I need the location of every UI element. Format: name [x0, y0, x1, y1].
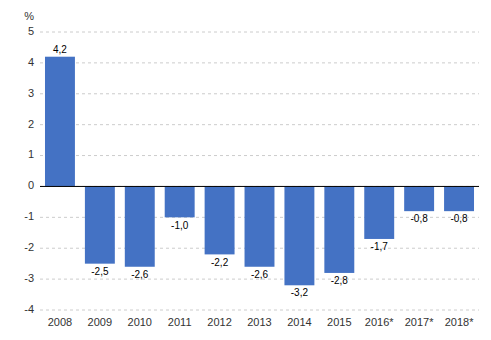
x-tick-label: 2013: [247, 316, 271, 328]
x-tick-label: 2012: [207, 316, 231, 328]
grid-line: [40, 310, 479, 311]
grid-line: [40, 93, 479, 94]
grid-line: [40, 186, 479, 187]
y-axis-label: %: [24, 10, 34, 22]
grid-line: [40, 62, 479, 63]
bar: [125, 186, 155, 266]
x-tick-label: 2015: [327, 316, 351, 328]
bar: [45, 57, 75, 187]
grid-line: [40, 124, 479, 125]
data-label: -2,5: [91, 266, 109, 277]
grid: [40, 32, 479, 310]
data-label: -2,6: [251, 269, 269, 280]
x-tick-label: 2011: [168, 316, 192, 328]
grid-line: [40, 155, 479, 156]
y-tick-label: 2: [28, 118, 34, 130]
y-tick-label: 3: [28, 87, 34, 99]
bar: [364, 186, 394, 239]
data-label: 4,2: [53, 44, 67, 55]
x-tick-label: 2008: [48, 316, 72, 328]
bar: [205, 186, 235, 254]
bar: [444, 186, 474, 211]
y-tick-label: -2: [24, 241, 34, 253]
x-tick-label: 2018*: [445, 316, 474, 328]
bar: [324, 186, 354, 272]
bar: [85, 186, 115, 263]
bar: [245, 186, 275, 266]
x-tick-label: 2009: [88, 316, 112, 328]
y-tick-label: 0: [28, 179, 34, 191]
y-tick-label: 1: [28, 148, 34, 160]
bar: [404, 186, 434, 211]
chart: -4 -3 -2 -1 0 1 2 3 4 5% 4,2 -2,5 -2,6 -1,0 -2,2 -2,6 -3…: [0, 0, 491, 340]
x-tick-label: 2017*: [405, 316, 434, 328]
bar: [284, 186, 314, 285]
data-label: -0,8: [450, 213, 468, 224]
bars: [45, 57, 474, 286]
x-tick-label: 2016*: [365, 316, 394, 328]
data-label: -0,8: [411, 213, 429, 224]
data-label: -3,2: [291, 287, 309, 298]
data-label: -1,7: [371, 241, 389, 252]
data-label: -2,6: [131, 269, 149, 280]
y-tick-label: 4: [28, 56, 34, 68]
y-tick-label: -4: [24, 303, 34, 315]
grid-line: [40, 32, 479, 33]
data-label: -2,8: [331, 275, 349, 286]
bar: [165, 186, 195, 217]
x-tick-label: 2010: [128, 316, 152, 328]
y-tick-label: 5: [28, 25, 34, 37]
y-tick-label: -3: [24, 272, 34, 284]
y-tick-label: -1: [24, 210, 34, 222]
data-label: -2,2: [211, 257, 229, 268]
x-tick-label: 2014: [287, 316, 311, 328]
data-label: -1,0: [171, 220, 189, 231]
zero-line: [40, 186, 479, 187]
